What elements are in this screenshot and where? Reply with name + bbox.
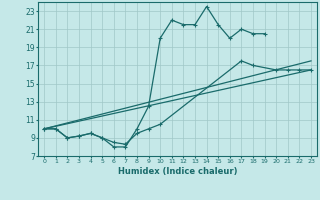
X-axis label: Humidex (Indice chaleur): Humidex (Indice chaleur)	[118, 167, 237, 176]
